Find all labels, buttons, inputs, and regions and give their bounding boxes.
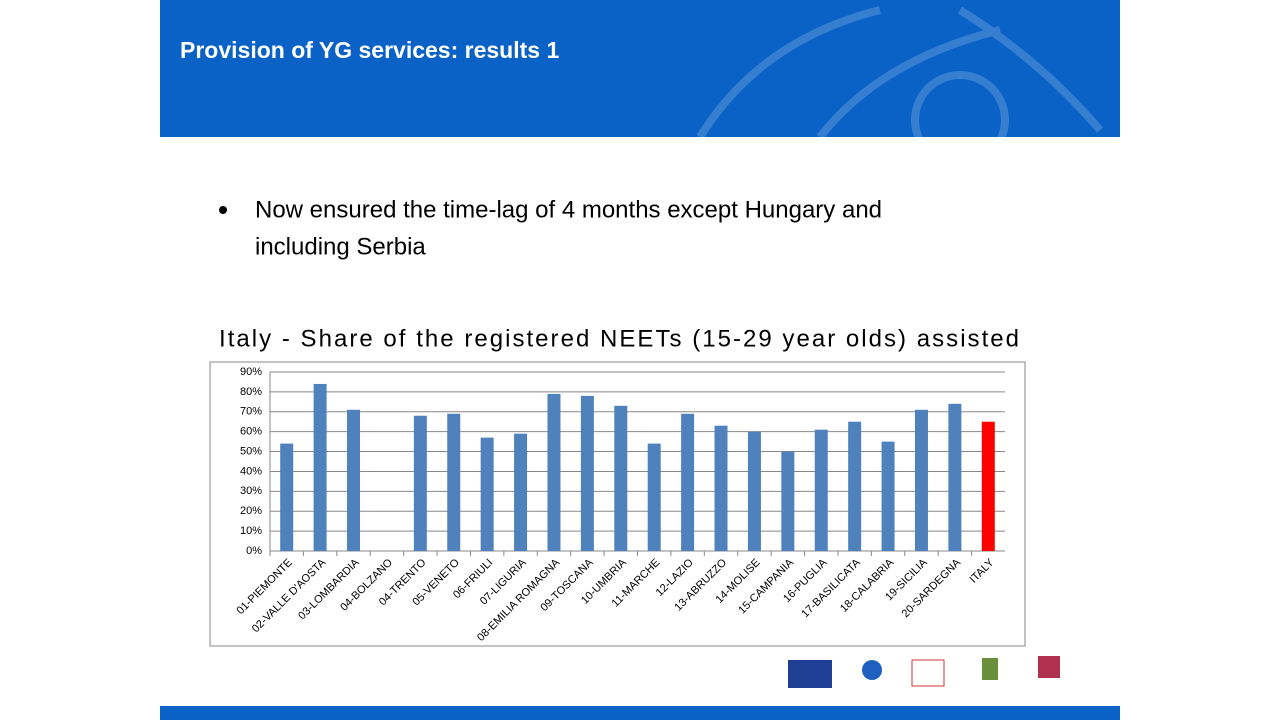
bar — [881, 441, 895, 551]
bar — [681, 413, 695, 551]
header-band — [160, 0, 1120, 137]
y-tick-label: 10% — [240, 525, 262, 537]
logo — [862, 660, 882, 680]
chart-title: Italy - Share of the registered NEETs (1… — [219, 325, 1019, 352]
bar — [848, 421, 862, 551]
bar — [914, 409, 928, 551]
y-tick-label: 0% — [246, 545, 262, 557]
header-decoration — [696, 6, 1104, 169]
bar — [447, 413, 461, 551]
bullet-dot — [219, 206, 227, 214]
y-tick-label: 50% — [240, 445, 262, 457]
bar — [948, 403, 962, 551]
bar — [614, 405, 628, 551]
logo — [788, 660, 832, 688]
bar — [280, 443, 294, 551]
bar — [413, 415, 427, 551]
y-tick-label: 20% — [240, 505, 262, 517]
bar — [547, 393, 561, 551]
bar — [313, 383, 327, 551]
logo — [1038, 656, 1060, 678]
bar — [514, 433, 528, 551]
bar — [747, 431, 761, 551]
y-tick-label: 40% — [240, 465, 262, 477]
logo — [982, 658, 998, 680]
bar — [647, 443, 661, 551]
bullet-text: Now ensured the time-lag of 4 months exc… — [255, 196, 882, 223]
logos — [788, 656, 1060, 688]
bar — [814, 429, 828, 551]
bar — [580, 395, 594, 551]
header-title: Provision of YG services: results 1 — [180, 37, 559, 63]
logo — [911, 659, 945, 687]
y-tick-label: 30% — [240, 485, 262, 497]
y-tick-label: 90% — [240, 366, 262, 378]
bar — [347, 409, 361, 551]
y-tick-label: 70% — [240, 406, 262, 418]
y-tick-label: 80% — [240, 386, 262, 398]
bar — [981, 421, 995, 551]
bar — [781, 451, 795, 551]
footer-band — [160, 706, 1120, 720]
y-tick-label: 60% — [240, 426, 262, 438]
bar — [714, 425, 728, 551]
bar — [480, 437, 494, 551]
bullet-text: including Serbia — [255, 233, 426, 260]
